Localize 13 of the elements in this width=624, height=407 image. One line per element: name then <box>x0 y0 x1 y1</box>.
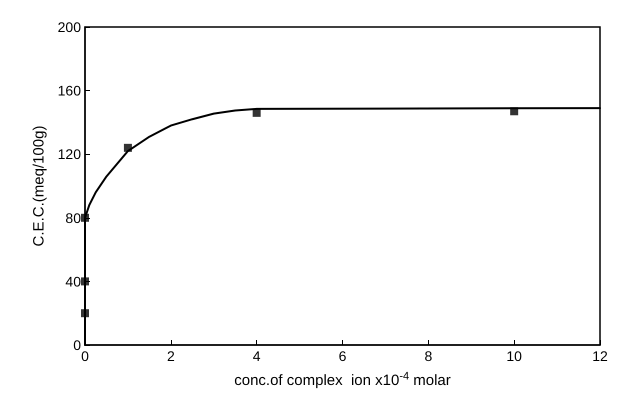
x-tick-label: 12 <box>592 348 608 364</box>
y-tick-label: 160 <box>58 82 82 99</box>
y-tick-label: 0 <box>73 337 82 353</box>
x-tick-label: 10 <box>506 348 522 364</box>
y-tick-label: 200 <box>58 19 82 35</box>
x-tick-label: 2 <box>166 348 175 364</box>
x-tick-label: 6 <box>338 348 347 364</box>
x-tick-label: 8 <box>424 348 432 364</box>
y-tick-label: 80 <box>65 210 82 226</box>
y-tick-label: 120 <box>58 146 82 162</box>
x-tick-label: 4 <box>252 348 261 364</box>
y-tick-label: 40 <box>65 273 82 290</box>
y-axis-title: C.E.C.(meq/100g) <box>30 126 48 246</box>
